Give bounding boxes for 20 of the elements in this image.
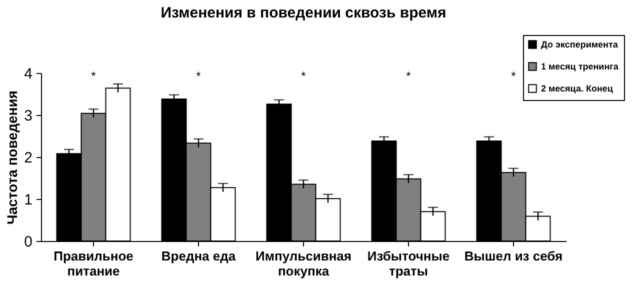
x-tick-label: Вышел из себя (464, 248, 563, 264)
annotation: * (406, 69, 412, 83)
legend-label: До эксперимента (541, 40, 619, 50)
annotation: * (91, 69, 96, 83)
annotation: * (301, 69, 306, 83)
y-tick-label: 0 (24, 234, 32, 250)
legend-label: 2 месяца. Конец (541, 84, 614, 94)
y-tick-label: 1 (24, 192, 32, 208)
x-tick-label: Правильное питание (54, 248, 134, 278)
y-tick-label: 3 (24, 108, 32, 124)
annotation: * (511, 69, 516, 83)
y-tick-label: 2 (24, 150, 32, 166)
x-tick-label: Избыточные траты (367, 248, 450, 278)
y-axis-title: Частота поведения (4, 90, 20, 224)
y-tick-label: 4 (24, 66, 32, 82)
annotation: * (196, 69, 202, 83)
x-tick-label: Импульсивная покупка (255, 248, 352, 278)
legend-label: 1 месяц тренинга (541, 62, 620, 72)
x-tick-label: Вредна еда (161, 248, 236, 264)
chart-title: Изменения в поведении сквозь время (160, 4, 446, 22)
